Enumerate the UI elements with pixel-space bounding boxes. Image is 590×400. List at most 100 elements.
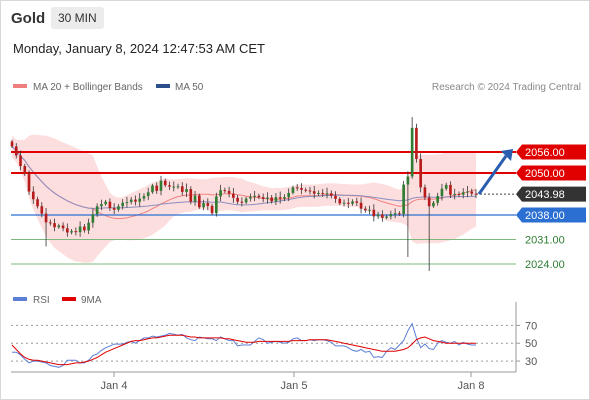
candle-body — [474, 193, 478, 195]
candle-body — [359, 202, 363, 209]
candle-body — [134, 199, 137, 202]
credit-label: Research © 2024 Trading Central — [432, 82, 581, 93]
candle-body — [40, 206, 44, 214]
candle-body — [381, 214, 384, 218]
candle-body — [219, 190, 222, 197]
candle-body — [185, 189, 188, 192]
candle-body — [278, 197, 282, 199]
candle-body — [87, 222, 90, 231]
rsi-line — [12, 322, 476, 368]
candle-body — [466, 191, 469, 193]
level-tag-2050.00 — [516, 165, 586, 181]
candle-body — [325, 193, 329, 195]
rsi-ma-line — [11, 334, 476, 366]
moving-averages — [11, 146, 477, 220]
rsi-tick-label-70: 70 — [525, 320, 537, 332]
candle-body — [180, 186, 184, 192]
candle-body — [427, 197, 431, 207]
forecast-arrow — [477, 149, 513, 195]
candle-body — [232, 193, 235, 198]
candle-body — [470, 191, 474, 194]
candle-body — [453, 194, 457, 195]
rsi-ma-legend-swatch — [62, 297, 76, 301]
candle-body — [74, 231, 78, 233]
level-label-2024.00: 2024.00 — [525, 259, 565, 271]
rsi-ma-legend-label: 9MA — [81, 295, 102, 306]
candle-body — [159, 180, 163, 191]
x-tick-label: Jan 4 — [101, 380, 128, 392]
level-tag-2038.00 — [516, 207, 586, 223]
candle-body — [385, 216, 388, 218]
candle-body — [419, 159, 422, 188]
candle-body — [70, 231, 73, 233]
candle-body — [151, 185, 154, 193]
candle-body — [104, 201, 107, 205]
candle-body — [253, 195, 256, 197]
candle-body — [270, 197, 273, 202]
candle-body — [287, 192, 291, 198]
candle-body — [461, 192, 465, 195]
x-axis-ticks: Jan 4 Jan 5 Jan 8 — [101, 372, 485, 392]
candle-body — [406, 176, 410, 185]
candle-body — [66, 228, 69, 233]
candle-body — [291, 187, 295, 193]
candle-body — [244, 198, 248, 203]
candle-body — [36, 199, 39, 207]
candle-body — [283, 197, 286, 199]
candle-body — [206, 203, 210, 206]
candle-body — [308, 190, 312, 192]
forecast-arrow-shaft — [477, 155, 508, 195]
timeframe-button[interactable]: 30 MIN — [51, 7, 104, 29]
rsi-tick-label-30: 30 — [525, 356, 537, 368]
level-label-2031.00: 2031.00 — [525, 235, 565, 247]
candle-body — [91, 214, 95, 223]
candle-body — [27, 174, 31, 192]
title-bar: Gold 30 MIN — [0, 0, 590, 36]
candle-body — [168, 185, 171, 187]
candle-body — [376, 214, 380, 217]
candle-body — [432, 202, 435, 207]
candle-body — [342, 202, 346, 204]
candle-body — [266, 197, 269, 199]
candle-body — [142, 196, 146, 199]
ma20-legend-label: MA 20 + Bollinger Bands — [33, 82, 143, 93]
candle-body — [227, 190, 231, 194]
candle-body — [129, 199, 133, 203]
candle-body — [368, 209, 371, 211]
candle-body — [172, 186, 176, 188]
candle-body — [355, 201, 359, 203]
candle-body — [193, 195, 197, 202]
candle-body — [329, 193, 333, 196]
candle-body — [197, 195, 201, 208]
ma20-legend-swatch — [13, 84, 27, 88]
price-level-labels: 2056.00 2050.00 2038.00 2031.00 2024.00 2043.… — [516, 144, 586, 271]
candle-body — [295, 187, 299, 189]
x-tick-label: Jan 8 — [458, 380, 485, 392]
candle-body — [274, 197, 278, 202]
candle-body — [163, 180, 167, 186]
candle-body — [78, 226, 82, 233]
candle-body — [415, 127, 418, 159]
candle-body — [444, 184, 448, 189]
candle-body — [317, 192, 320, 194]
current-price-tag — [516, 186, 586, 202]
candle-body — [372, 209, 376, 217]
candle-body — [300, 188, 303, 190]
candle-body — [410, 127, 414, 177]
candle-body — [223, 190, 227, 192]
candle-body — [23, 166, 27, 175]
candle-body — [57, 225, 61, 228]
candle-body — [351, 201, 354, 204]
candle-body — [95, 206, 99, 215]
candle-body — [100, 204, 103, 207]
candle-body — [14, 146, 18, 156]
candle-body — [146, 192, 150, 197]
candle-body — [423, 187, 427, 198]
candle-body — [389, 213, 393, 217]
ma50-legend-label: MA 50 — [175, 82, 204, 93]
candle-body — [436, 196, 440, 203]
candle-body — [261, 197, 265, 199]
candle-body — [138, 198, 142, 202]
rsi-legend-swatch — [13, 297, 27, 301]
